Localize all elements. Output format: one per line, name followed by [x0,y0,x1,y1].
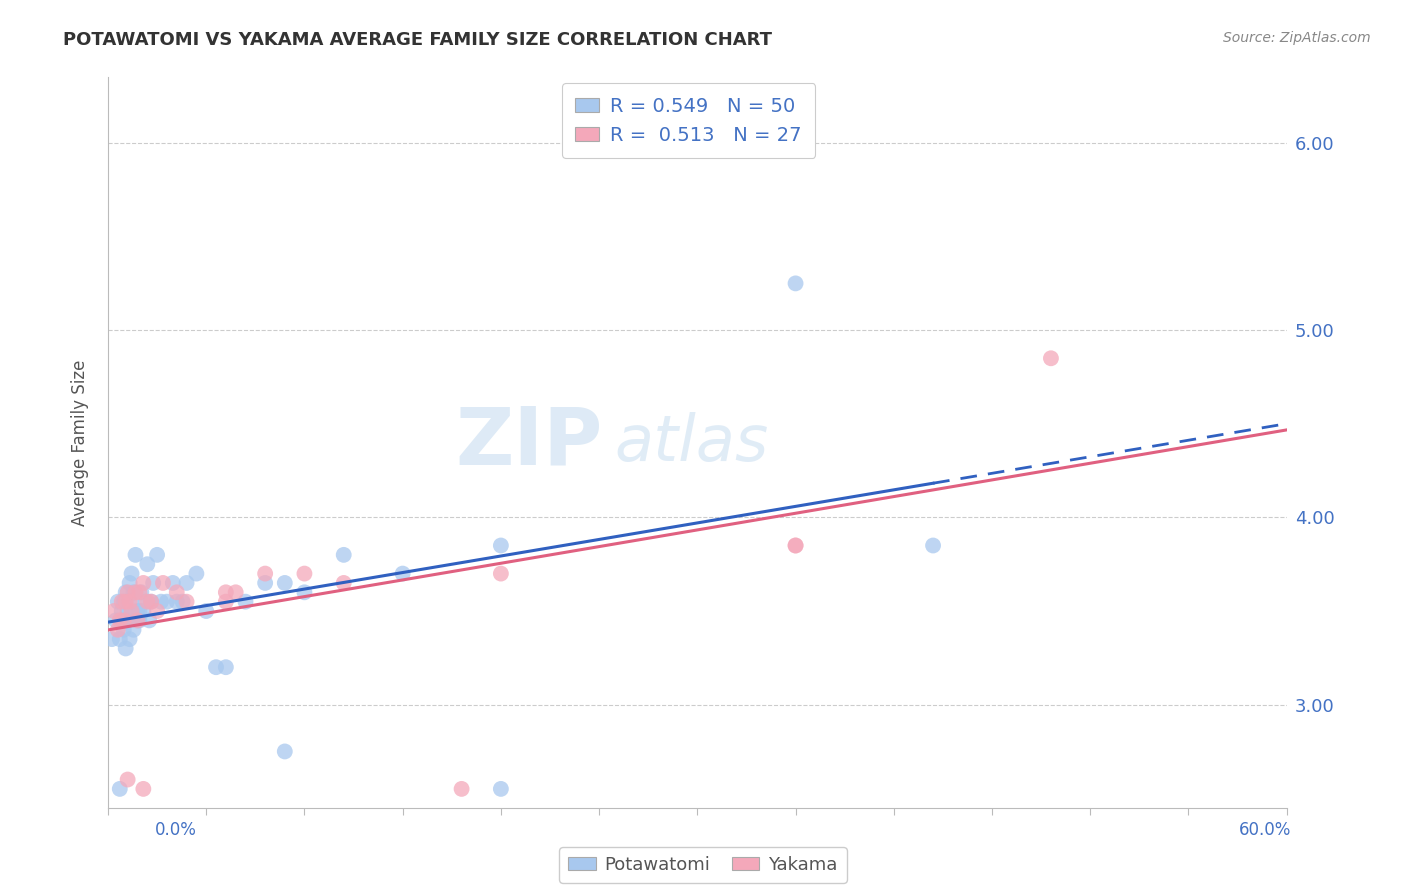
Point [121,566,143,581]
Point [128,585,150,599]
Text: atlas: atlas [614,411,769,474]
Point [108,632,131,646]
Point [176,576,198,591]
Point [138,614,160,628]
Point [111,595,134,609]
Point [122,585,145,599]
Point [254,576,277,591]
Point [111,614,134,628]
Point [166,595,188,609]
Point [235,595,257,609]
Legend: R = 0.549   N = 50, R =  0.513   N = 27: R = 0.549 N = 50, R = 0.513 N = 27 [562,83,815,158]
Point [274,744,297,758]
Point [134,595,156,609]
Point [136,595,159,609]
Point [124,585,146,599]
Point [112,595,135,609]
Point [118,632,141,646]
Text: ZIP: ZIP [456,403,603,482]
Point [124,548,146,562]
Text: POTAWATOMI VS YAKAMA AVERAGE FAMILY SIZE CORRELATION CHART: POTAWATOMI VS YAKAMA AVERAGE FAMILY SIZE… [63,31,772,49]
Point [117,772,139,787]
Point [104,614,127,628]
Point [146,604,169,618]
Point [172,595,194,609]
Point [108,781,131,796]
Point [114,585,136,599]
Point [274,576,297,591]
Point [131,585,153,599]
Point [107,623,129,637]
Point [195,604,218,618]
Point [136,558,159,572]
Point [118,576,141,591]
Point [142,576,165,591]
Point [215,585,238,599]
Point [450,781,472,796]
Point [132,576,155,591]
Point [127,614,149,628]
Point [141,595,163,609]
Point [132,781,155,796]
Point [122,623,145,637]
Point [156,595,179,609]
Point [294,585,316,599]
Point [489,781,512,796]
Point [111,604,134,618]
Point [118,595,141,609]
Point [254,566,277,581]
Point [176,595,198,609]
Point [132,604,155,618]
Point [121,595,143,609]
Text: 0.0%: 0.0% [155,821,197,838]
Point [103,604,125,618]
Point [128,604,150,618]
Point [108,614,131,628]
Text: 60.0%: 60.0% [1239,821,1292,838]
Point [489,566,512,581]
Point [121,604,143,618]
Point [162,576,184,591]
Point [127,604,149,618]
Point [152,576,174,591]
Y-axis label: Average Family Size: Average Family Size [72,359,89,525]
Point [127,614,149,628]
Legend: Potawatomi, Yakama: Potawatomi, Yakama [560,847,846,883]
Point [1039,351,1062,366]
Point [215,595,238,609]
Point [117,604,139,618]
Point [101,632,124,646]
Point [117,614,139,628]
Point [225,585,247,599]
Point [128,614,150,628]
Point [141,595,163,609]
Point [332,548,354,562]
Point [107,595,129,609]
Point [114,641,136,656]
Point [215,660,238,674]
Point [205,660,228,674]
Point [785,539,807,553]
Point [785,539,807,553]
Point [150,595,173,609]
Text: Source: ZipAtlas.com: Source: ZipAtlas.com [1223,31,1371,45]
Point [117,585,139,599]
Point [166,585,188,599]
Point [785,277,807,291]
Point [489,539,512,553]
Point [114,595,136,609]
Point [922,539,945,553]
Point [146,548,169,562]
Point [112,623,135,637]
Point [112,614,135,628]
Point [332,576,354,591]
Point [186,566,208,581]
Point [294,566,316,581]
Point [391,566,413,581]
